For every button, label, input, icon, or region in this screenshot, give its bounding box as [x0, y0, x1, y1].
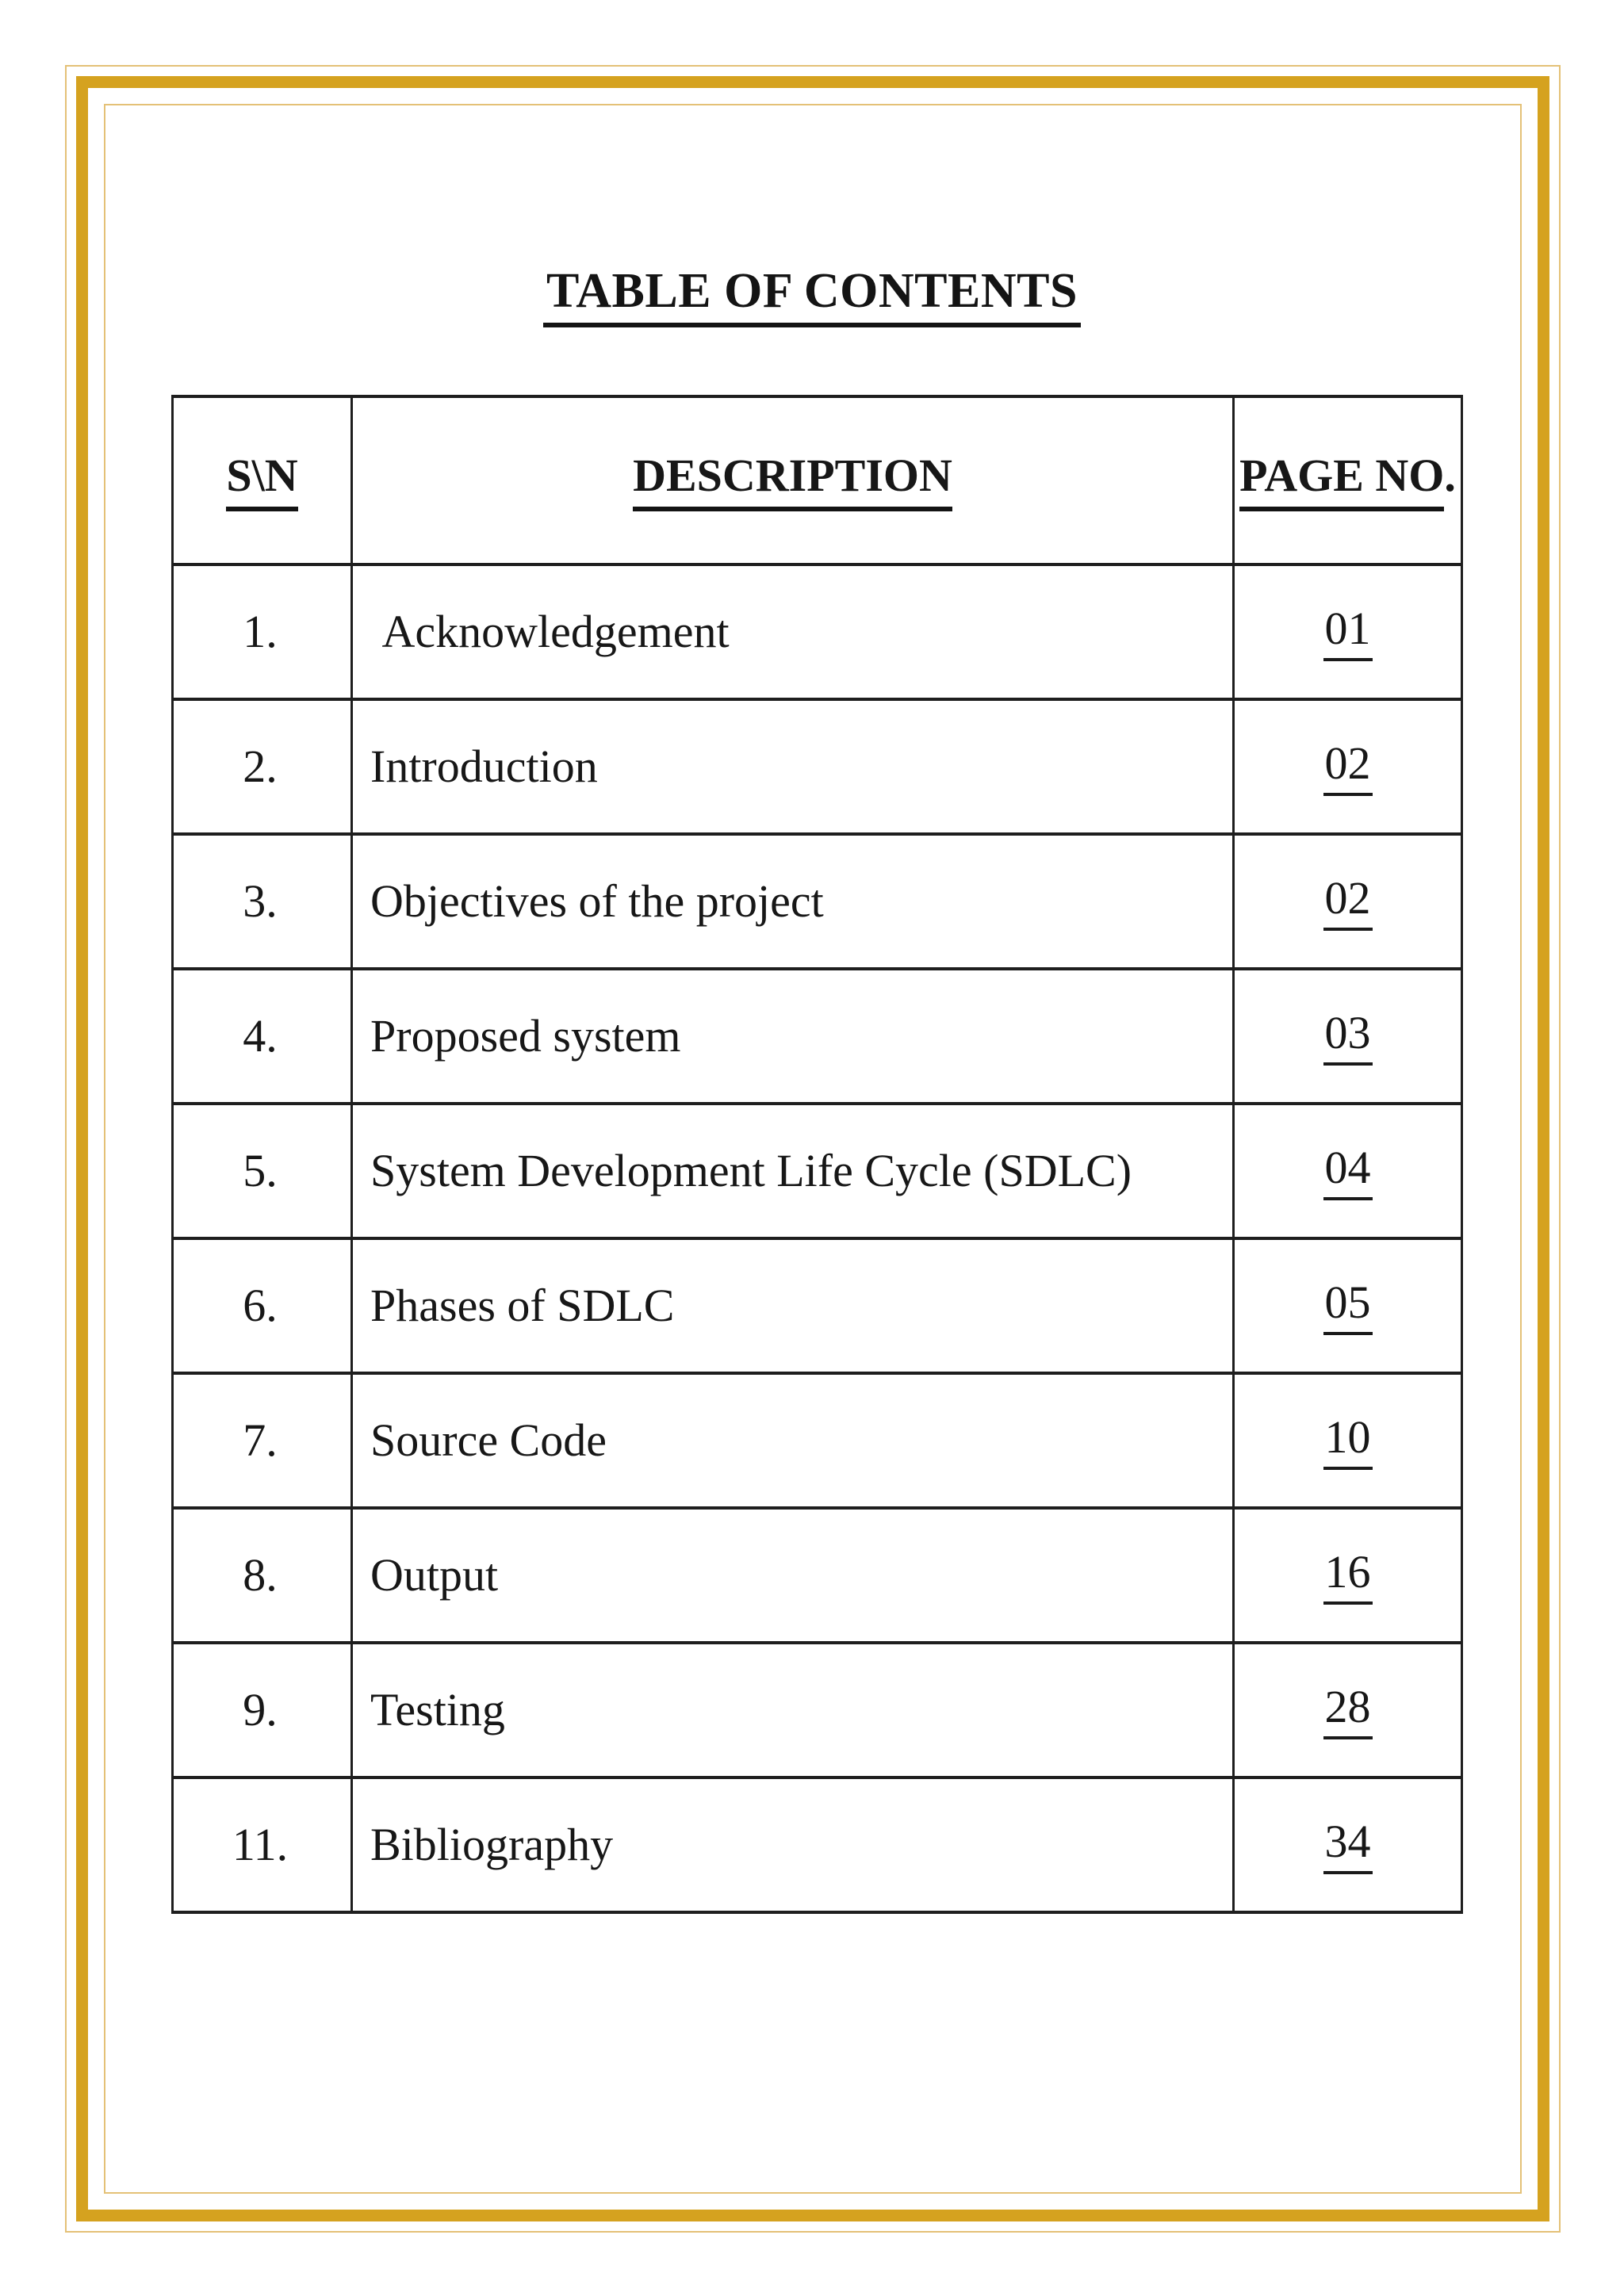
header-description: DESCRIPTION: [350, 395, 1235, 566]
page-number-cell: 16: [1232, 1506, 1463, 1644]
page-number: 28: [1323, 1681, 1373, 1740]
header-page-no-period: .: [1444, 450, 1456, 502]
header-description-label: DESCRIPTION: [633, 450, 952, 511]
table-row: 11. Bibliography 34: [171, 1776, 1463, 1914]
table-header-row: S\N DESCRIPTION PAGE NO.: [171, 395, 1463, 566]
page-number: 03: [1323, 1007, 1373, 1066]
page-number-cell: 34: [1232, 1776, 1463, 1914]
page-number: 34: [1323, 1816, 1373, 1875]
description-cell: Phases of SDLC: [350, 1237, 1235, 1375]
toc-table-body: 1. Acknowledgement 01 2. Introduction 02…: [171, 563, 1463, 1914]
page-number-cell: 04: [1232, 1102, 1463, 1240]
description-cell: Introduction: [350, 698, 1235, 836]
table-row: 8. Output 16: [171, 1506, 1463, 1644]
table-row: 3. Objectives of the project 02: [171, 832, 1463, 970]
description-cell: Output: [350, 1506, 1235, 1644]
header-serial-number: S\N: [171, 395, 353, 566]
header-serial-number-label: S\N: [226, 450, 298, 511]
description-cell: Source Code: [350, 1372, 1235, 1510]
page-number: 02: [1323, 872, 1373, 932]
description-cell: Acknowledgement: [350, 563, 1235, 701]
page-number-cell: 02: [1232, 698, 1463, 836]
page-number-cell: 03: [1232, 967, 1463, 1105]
table-row: 1. Acknowledgement 01: [171, 563, 1463, 701]
page-number-cell: 02: [1232, 832, 1463, 970]
table-row: 7. Source Code 10: [171, 1372, 1463, 1510]
page-number: 02: [1323, 737, 1373, 797]
page-title: TABLE OF CONTENTS: [543, 266, 1081, 327]
serial-number-cell: 2.: [171, 698, 353, 836]
description-cell: Objectives of the project: [350, 832, 1235, 970]
table-of-contents: S\N DESCRIPTION PAGE NO. 1. Acknowledgem…: [171, 395, 1463, 1914]
serial-number-cell: 5.: [171, 1102, 353, 1240]
page-number: 05: [1323, 1276, 1373, 1336]
serial-number-cell: 7.: [171, 1372, 353, 1510]
serial-number-cell: 3.: [171, 832, 353, 970]
table-row: 4. Proposed system 03: [171, 967, 1463, 1105]
page-number-cell: 28: [1232, 1641, 1463, 1779]
page-number-cell: 10: [1232, 1372, 1463, 1510]
serial-number-cell: 6.: [171, 1237, 353, 1375]
serial-number-cell: 8.: [171, 1506, 353, 1644]
page-number-cell: 05: [1232, 1237, 1463, 1375]
page-number: 16: [1323, 1546, 1373, 1605]
serial-number-cell: 4.: [171, 967, 353, 1105]
table-row: 9. Testing 28: [171, 1641, 1463, 1779]
table-row: 6. Phases of SDLC 05: [171, 1237, 1463, 1375]
serial-number-cell: 9.: [171, 1641, 353, 1779]
page-number: 01: [1323, 603, 1373, 662]
description-cell: Proposed system: [350, 967, 1235, 1105]
title-area: TABLE OF CONTENTS: [0, 266, 1624, 327]
page-number: 04: [1323, 1142, 1373, 1201]
page-number: 10: [1323, 1411, 1373, 1471]
header-page-no: PAGE NO.: [1232, 395, 1463, 566]
table-row: 2. Introduction 02: [171, 698, 1463, 836]
description-cell: Testing: [350, 1641, 1235, 1779]
serial-number-cell: 11.: [171, 1776, 353, 1914]
description-cell: System Development Life Cycle (SDLC): [350, 1102, 1235, 1240]
page-number-cell: 01: [1232, 563, 1463, 701]
table-row: 5. System Development Life Cycle (SDLC) …: [171, 1102, 1463, 1240]
serial-number-cell: 1.: [171, 563, 353, 701]
header-page-no-label: PAGE NO: [1239, 450, 1445, 511]
description-cell: Bibliography: [350, 1776, 1235, 1914]
